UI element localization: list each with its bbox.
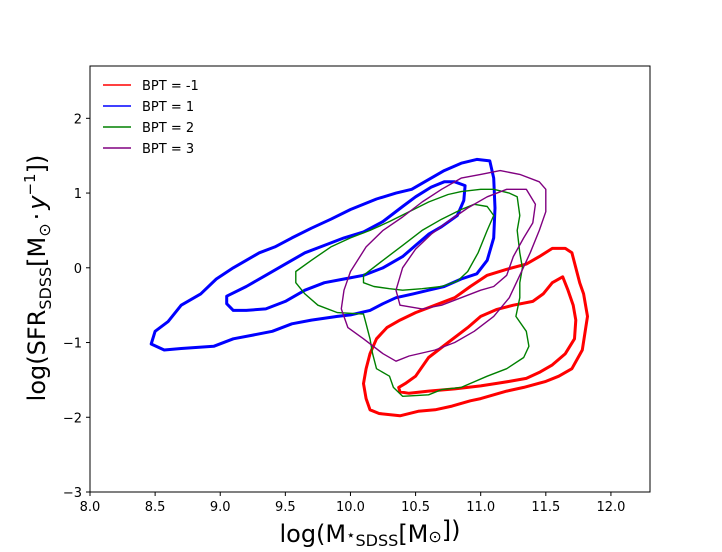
legend-label: BPT = 3 bbox=[142, 142, 194, 157]
x-axis-label: log(M⋆SDSS[M⊙]) bbox=[279, 516, 460, 550]
contour-2-1 bbox=[149, 157, 497, 352]
x-tick-label: 9.5 bbox=[275, 500, 296, 515]
legend-label: BPT = -1 bbox=[142, 79, 199, 94]
legend-label: BPT = 1 bbox=[142, 100, 194, 115]
y-tick-label: 0 bbox=[74, 262, 82, 277]
contour-4-1 bbox=[340, 169, 547, 362]
x-tick-label: 11.5 bbox=[531, 500, 560, 515]
contour-3-1 bbox=[295, 188, 530, 397]
contour-layer bbox=[149, 157, 589, 418]
legend: BPT = -1 BPT = 1 BPT = 2 BPT = 3 bbox=[103, 79, 199, 157]
contour-3-2 bbox=[362, 203, 495, 291]
y-tick-label: 1 bbox=[74, 187, 82, 202]
x-tick-label: 10.0 bbox=[336, 500, 365, 515]
y-axis-label: log(SFRSDSS[M⊙·y−1]) bbox=[21, 155, 55, 402]
x-tick-label: 12.0 bbox=[596, 500, 625, 515]
legend-label: BPT = 2 bbox=[142, 121, 194, 136]
contour-2-2 bbox=[225, 180, 467, 312]
x-tick-label: 9.0 bbox=[210, 500, 231, 515]
x-axis-ticks: 8.0 8.5 9.0 9.5 10.0 10.5 11.0 11.5 12.0 bbox=[80, 492, 625, 515]
contour-1-2 bbox=[397, 275, 578, 395]
contour-1-1 bbox=[362, 246, 589, 418]
x-tick-label: 8.5 bbox=[145, 500, 166, 515]
x-tick-label: 8.0 bbox=[80, 500, 101, 515]
x-tick-label: 11.0 bbox=[466, 500, 495, 515]
contour-4-2 bbox=[395, 188, 537, 310]
y-axis-ticks: −3 −2 −1 0 1 2 bbox=[63, 112, 90, 501]
plot-frame bbox=[89, 65, 651, 493]
y-tick-label: −2 bbox=[63, 411, 82, 426]
x-tick-label: 10.5 bbox=[401, 500, 430, 515]
y-tick-label: −1 bbox=[63, 337, 82, 352]
y-tick-label: −3 bbox=[63, 486, 82, 501]
y-tick-label: 2 bbox=[74, 112, 82, 127]
